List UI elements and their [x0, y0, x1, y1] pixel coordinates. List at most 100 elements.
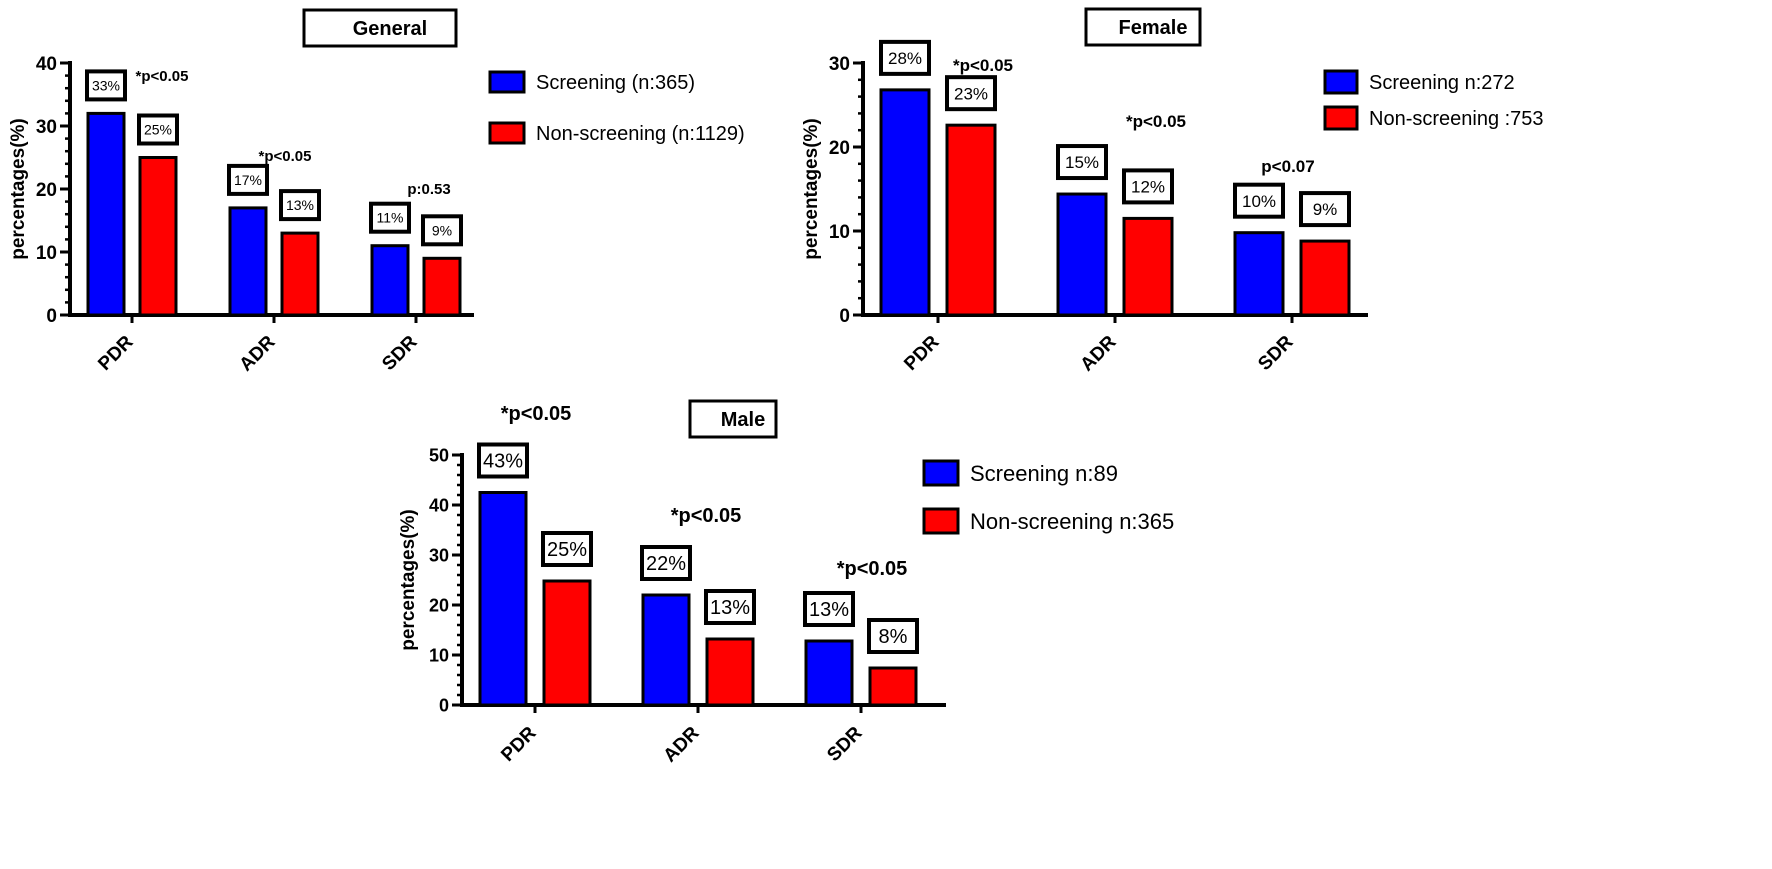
- data-label: 15%: [1065, 153, 1099, 172]
- data-label: 33%: [92, 77, 120, 93]
- data-label-box: [227, 163, 269, 196]
- y-tick-label: 40: [429, 495, 449, 515]
- data-label-box: [945, 75, 997, 112]
- data-label-box: [640, 545, 692, 581]
- chart-title-box: [688, 399, 778, 439]
- data-label: 13%: [286, 197, 314, 213]
- data-label-box: [421, 214, 463, 247]
- legend-swatch-screening: [922, 459, 960, 487]
- legend-label-screening: Screening n:89: [970, 461, 1118, 486]
- data-label-box: [867, 618, 919, 654]
- y-tick-label: 50: [429, 445, 449, 465]
- y-tick-label: 20: [829, 138, 850, 159]
- p-value-annotation: *p<0.05: [501, 403, 572, 425]
- bar-pdr-screening: [86, 111, 126, 317]
- data-label: 23%: [954, 84, 988, 103]
- chart-title: Male: [721, 409, 765, 431]
- legend-swatch-non-screening: [1323, 105, 1359, 131]
- chart-panel-general: General 0 10 20 30 40 percentages(%) 33% 25% PDR *…: [8, 8, 745, 376]
- bar-sdr-non-screening: [1299, 239, 1351, 317]
- bar-pdr-non-screening: [542, 579, 592, 707]
- data-label-box: [279, 189, 321, 222]
- y-tick-label: 0: [439, 695, 449, 715]
- bar-sdr-non-screening: [868, 666, 918, 707]
- data-label: 28%: [888, 49, 922, 68]
- data-label: 25%: [547, 539, 587, 561]
- y-tick-label: 30: [429, 545, 449, 565]
- chart-panel-female: Female 0 10 20 30 percentages(%) 28% 23% PDR *p<0…: [801, 7, 1544, 376]
- p-value-annotation: *p<0.05: [136, 68, 189, 85]
- bar-adr-screening: [641, 593, 691, 707]
- data-label-box: [137, 113, 179, 146]
- legend-swatch-non-screening: [922, 507, 960, 535]
- bar-pdr-non-screening: [945, 123, 997, 317]
- data-label: 11%: [377, 210, 404, 226]
- x-tick-label-sdr: SDR: [378, 331, 421, 374]
- bar-pdr-screening: [478, 491, 528, 707]
- data-label: 43%: [483, 451, 523, 473]
- chart-title: General: [353, 18, 427, 40]
- y-axis-label: percentages(%): [801, 118, 822, 260]
- y-tick-label: 20: [429, 595, 449, 615]
- bar-adr-non-screening: [1122, 216, 1174, 317]
- data-label-box: [477, 442, 529, 479]
- x-tick-label-pdr: PDR: [900, 331, 943, 374]
- legend-label-screening: Screening n:272: [1369, 72, 1515, 94]
- bar-adr-screening: [228, 206, 268, 317]
- y-axis-label: percentages(%): [398, 509, 419, 651]
- bar-sdr-screening: [370, 244, 410, 317]
- data-label-box: [1056, 144, 1108, 181]
- legend-swatch-non-screening: [488, 121, 526, 145]
- data-label: 25%: [144, 122, 172, 138]
- y-tick-label: 0: [46, 306, 57, 327]
- data-label-box: [1299, 191, 1351, 228]
- p-value-annotation: p<0.07: [1261, 157, 1314, 176]
- y-tick-label: 40: [36, 54, 57, 75]
- chart-title-box: [302, 8, 458, 48]
- p-value-annotation: *p<0.05: [671, 505, 742, 527]
- legend-label-non-screening: Non-screening n:365: [970, 509, 1174, 534]
- chart-title: Female: [1119, 17, 1188, 39]
- data-label: 9%: [432, 222, 452, 238]
- x-tick-label-pdr: PDR: [94, 331, 137, 374]
- data-label-box: [369, 201, 411, 234]
- data-label-box: [704, 589, 756, 625]
- y-tick-label: 10: [829, 222, 850, 243]
- x-tick-label-sdr: SDR: [1254, 331, 1297, 374]
- data-label: 12%: [1131, 178, 1165, 197]
- bar-adr-non-screening: [705, 637, 755, 707]
- y-tick-label: 10: [36, 243, 57, 264]
- data-label-box: [1233, 182, 1285, 219]
- bar-sdr-screening: [804, 639, 854, 707]
- bar-sdr-screening: [1233, 231, 1285, 317]
- x-tick-label-sdr: SDR: [823, 722, 866, 765]
- legend-swatch-screening: [1323, 69, 1359, 95]
- data-label-box: [85, 69, 127, 102]
- bar-sdr-non-screening: [422, 256, 462, 317]
- x-tick-label-adr: ADR: [660, 722, 704, 766]
- legend-label-non-screening: Non-screening (n:1129): [536, 123, 745, 145]
- data-label: 9%: [1313, 200, 1338, 219]
- x-tick-label-adr: ADR: [1077, 331, 1121, 375]
- y-axis-label: percentages(%): [8, 118, 29, 260]
- x-tick-label-adr: ADR: [236, 331, 280, 375]
- p-value-annotation: *p<0.05: [953, 56, 1013, 75]
- legend-swatch-screening: [488, 70, 526, 94]
- p-value-annotation: *p<0.05: [259, 148, 312, 165]
- bar-pdr-screening: [879, 88, 931, 317]
- y-tick-label: 30: [829, 54, 850, 75]
- data-label: 8%: [879, 626, 908, 648]
- legend-label-non-screening: Non-screening :753: [1369, 108, 1544, 130]
- p-value-annotation: *p<0.05: [837, 558, 908, 580]
- data-label-box: [803, 591, 855, 627]
- data-label-box: [541, 531, 593, 567]
- y-tick-label: 30: [36, 117, 57, 138]
- y-tick-label: 20: [36, 180, 57, 201]
- p-value-annotation: p:0.53: [407, 181, 450, 198]
- data-label-box: [1122, 168, 1174, 205]
- bar-adr-screening: [1056, 192, 1108, 317]
- data-label: 13%: [809, 599, 849, 621]
- chart-title-box: [1084, 7, 1202, 47]
- legend-label-screening: Screening (n:365): [536, 72, 695, 94]
- data-label: 13%: [710, 597, 750, 619]
